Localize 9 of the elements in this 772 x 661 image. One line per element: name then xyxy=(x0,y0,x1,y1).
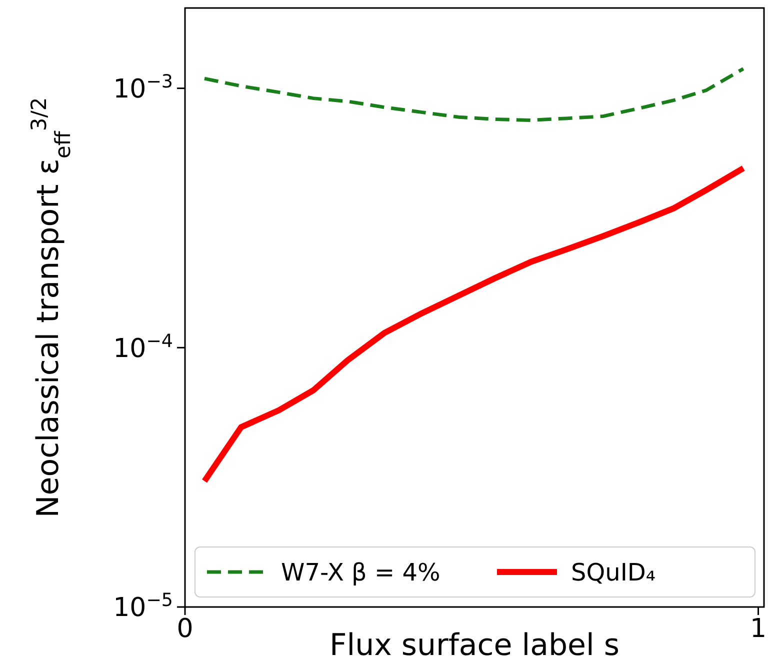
legend-label: SQuID₄ xyxy=(571,558,656,586)
y-tick-label: 10$^{−3}$ xyxy=(113,70,173,104)
y-tick-label: 10$^{−4}$ xyxy=(113,330,173,364)
x-axis-title: Flux surface label s xyxy=(329,628,620,661)
x-tick-label: 1 xyxy=(750,614,767,644)
line-series xyxy=(202,66,746,122)
legend-label: W7-X β = 4% xyxy=(281,558,440,586)
y-tick-label: 10$^{−5}$ xyxy=(113,590,173,624)
x-tick-label: 0 xyxy=(176,614,194,644)
